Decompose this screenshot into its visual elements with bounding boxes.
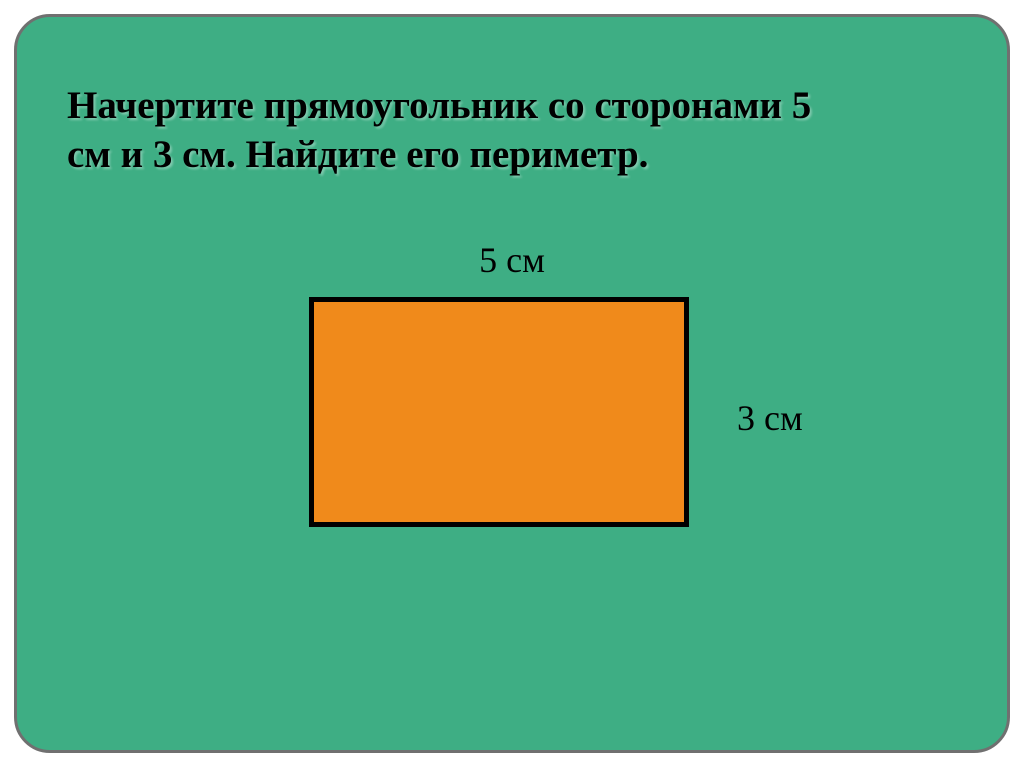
rectangle-height-label: 3 см xyxy=(737,397,803,439)
title-line-2: см и 3 см. Найдите его периметр. xyxy=(67,133,648,176)
slide-outer-frame: Начертите прямоугольник со сторонами 5 с… xyxy=(0,0,1024,767)
rectangle-width-label: 5 см xyxy=(17,239,1007,281)
rectangle-shape xyxy=(309,297,689,527)
slide-inner-frame: Начертите прямоугольник со сторонами 5 с… xyxy=(14,14,1010,753)
slide-title: Начертите прямоугольник со сторонами 5 с… xyxy=(67,82,957,180)
title-line-1: Начертите прямоугольник со сторонами 5 xyxy=(67,84,811,127)
